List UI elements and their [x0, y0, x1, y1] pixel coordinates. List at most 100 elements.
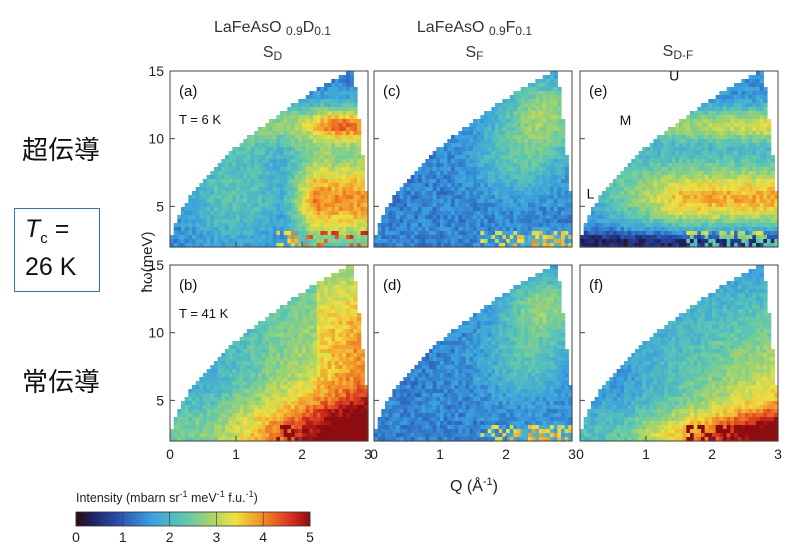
heatmap-cell	[635, 175, 640, 180]
heatmap-cell	[528, 183, 533, 188]
heatmap-cell	[513, 99, 518, 104]
heatmap-cell	[309, 151, 314, 156]
heatmap-cell	[635, 207, 640, 212]
heatmap-cell	[214, 219, 219, 224]
heatmap-cell	[217, 219, 222, 224]
heatmap-cell	[327, 207, 332, 212]
heatmap-cell	[679, 163, 684, 168]
heatmap-cell	[338, 281, 343, 286]
heatmap-cell	[638, 183, 643, 188]
heatmap-cell	[250, 219, 255, 224]
heatmap-cell	[756, 171, 761, 176]
heatmap-cell	[429, 215, 434, 220]
heatmap-cell	[217, 163, 222, 168]
heatmap-cell	[542, 87, 547, 92]
heatmap-cell	[745, 211, 750, 216]
heatmap-cell	[686, 243, 691, 248]
heatmap-cell	[605, 191, 610, 196]
heatmap-cell	[316, 135, 321, 140]
heatmap-cell	[338, 99, 343, 104]
heatmap-cell	[335, 231, 340, 236]
heatmap-cell	[763, 179, 768, 184]
heatmap-cell	[748, 139, 753, 144]
heatmap-cell	[335, 147, 340, 152]
heatmap-cell	[283, 235, 288, 240]
heatmap-cell	[657, 239, 662, 244]
heatmap-cell	[528, 231, 533, 236]
heatmap-cell	[671, 171, 676, 176]
panel-label-a: (a)	[179, 83, 197, 100]
heatmap-cell	[602, 239, 607, 244]
heatmap-cell	[425, 207, 430, 212]
heatmap-cell	[294, 127, 299, 132]
heatmap-cell	[484, 111, 489, 116]
heatmap-cell	[734, 223, 739, 228]
heatmap-cell	[283, 239, 288, 244]
heatmap-cell	[550, 195, 555, 200]
heatmap-cell	[291, 199, 296, 204]
heatmap-cell	[686, 171, 691, 176]
heatmap-cell	[498, 207, 503, 212]
heatmap-cell	[730, 167, 735, 172]
heatmap-cell	[480, 179, 485, 184]
heatmap-cell	[476, 231, 481, 236]
heatmap-cell	[520, 135, 525, 140]
heatmap-cell	[635, 195, 640, 200]
heatmap-cell	[646, 151, 651, 156]
heatmap-cell	[327, 115, 332, 120]
heatmap-cell	[239, 191, 244, 196]
heatmap-cell	[668, 243, 673, 248]
heatmap-cell	[425, 227, 430, 232]
heatmap-cell	[440, 151, 445, 156]
heatmap-cell	[745, 231, 750, 236]
heatmap-cell	[280, 199, 285, 204]
heatmap-cell	[458, 175, 463, 180]
heatmap-cell	[298, 329, 303, 334]
heatmap-cell	[546, 199, 551, 204]
heatmap-cell	[583, 227, 588, 232]
heatmap-cell	[243, 195, 248, 200]
heatmap-cell	[752, 143, 757, 148]
heatmap-cell	[491, 107, 496, 112]
heatmap-cell	[605, 195, 610, 200]
heatmap-cell	[469, 187, 474, 192]
heatmap-cell	[671, 231, 676, 236]
heatmap-cell	[719, 235, 724, 240]
heatmap-cell	[520, 175, 525, 180]
heatmap-cell	[502, 159, 507, 164]
heatmap-cell	[745, 195, 750, 200]
heatmap-cell	[506, 139, 511, 144]
heatmap-cell	[258, 143, 263, 148]
heatmap-cell	[502, 211, 507, 216]
heatmap-cell	[513, 215, 518, 220]
heatmap-cell	[195, 203, 200, 208]
heatmap-cell	[635, 187, 640, 192]
heatmap-cell	[324, 163, 329, 168]
heatmap-cell	[704, 167, 709, 172]
heatmap-cell	[410, 187, 415, 192]
heatmap-cell	[287, 159, 292, 164]
heatmap-cell	[291, 203, 296, 208]
heatmap-cell	[719, 119, 724, 124]
heatmap-cell	[745, 235, 750, 240]
heatmap-cell	[715, 219, 720, 224]
heatmap-cell	[269, 131, 274, 136]
heatmap-cell	[528, 167, 533, 172]
heatmap-cell	[243, 215, 248, 220]
heatmap-cell	[631, 163, 636, 168]
heatmap-cell	[509, 187, 514, 192]
heatmap-cell	[353, 139, 358, 144]
heatmap-cell	[228, 203, 233, 208]
heatmap-cell	[221, 207, 226, 212]
heatmap-cell	[690, 179, 695, 184]
heatmap-cell	[342, 143, 347, 148]
heatmap-cell	[335, 297, 340, 302]
heatmap-cell	[664, 159, 669, 164]
heatmap-cell	[767, 203, 772, 208]
heatmap-cell	[528, 91, 533, 96]
heatmap-cell	[298, 219, 303, 224]
heatmap-cell	[410, 179, 415, 184]
heatmap-cell	[473, 207, 478, 212]
heatmap-cell	[668, 163, 673, 168]
heatmap-cell	[487, 187, 492, 192]
